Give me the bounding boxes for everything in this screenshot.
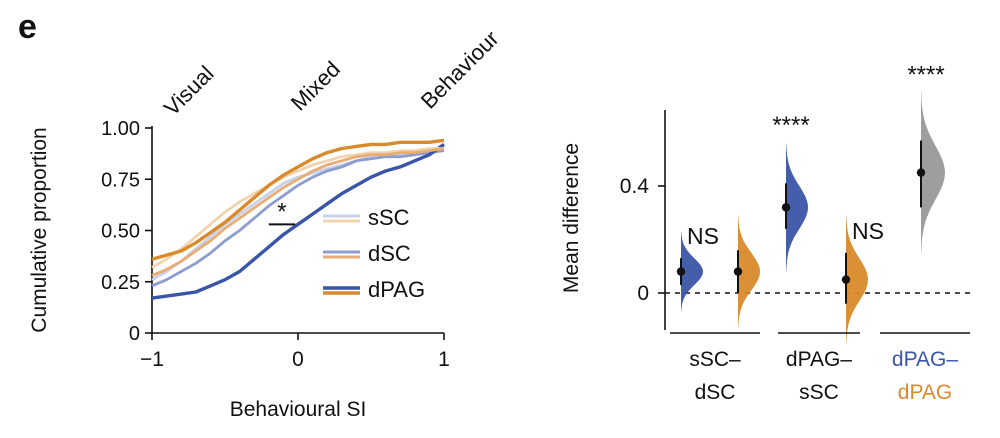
mean-point: [841, 275, 851, 284]
distribution-orange-3: [846, 215, 868, 344]
comparison-label-bottom: dPAG: [898, 381, 952, 404]
y-tick-label: 0.4: [620, 175, 650, 198]
mean-point: [733, 267, 743, 276]
y-tick-label: 1.00: [101, 118, 140, 140]
y-tick-label: 0.25: [101, 272, 140, 294]
comparison-label-top: dPAG–: [786, 348, 852, 371]
line-orange-dsc: [151, 147, 445, 277]
significance-ns: NS: [687, 223, 719, 249]
legend-label-dpag: dPAG: [368, 277, 425, 302]
top-label-behaviour: Behaviour: [416, 26, 504, 114]
distribution-orange-1: [738, 215, 760, 328]
x-tick-label: 0: [292, 348, 304, 371]
significance-stars: ****: [772, 112, 809, 139]
mean-point: [916, 168, 926, 177]
y-tick-label: 0.50: [101, 221, 140, 243]
line-orange-dpag: [151, 138, 445, 261]
top-label-visual: Visual: [159, 61, 219, 121]
significance-star: *: [277, 198, 286, 225]
estimation-chart: 0 0.4 NS **** NS **** sSC– dSC dPAG– sSC dPAG– dP…: [560, 61, 975, 404]
x-tick-label: −1: [140, 348, 164, 371]
cumulative-chart: Visual Mixed Behaviour 0 0.25 0.50 0.75 1.00 −1…: [28, 26, 504, 421]
comparison-label-bottom: sSC: [799, 381, 839, 404]
y-tick-label: 0.75: [101, 169, 140, 191]
comparison-label-top: dPAG–: [892, 348, 958, 371]
mean-point: [676, 267, 686, 276]
distribution-blue-0: [681, 231, 703, 312]
mean-point: [781, 203, 791, 212]
significance-stars: ****: [907, 61, 944, 88]
x-axis-label: Behavioural SI: [230, 398, 367, 421]
line-blue-dpag: [151, 143, 445, 300]
x-tick-label: 1: [438, 348, 450, 371]
line-orange-ssc: [151, 147, 444, 269]
comparison-label-top: sSC–: [689, 348, 741, 371]
mean-difference-axis-label: Mean difference: [560, 143, 583, 293]
y-axis-label: Cumulative proportion: [28, 127, 51, 332]
legend-label-ssc: sSC: [368, 205, 410, 230]
significance-ns: NS: [852, 218, 884, 244]
comparison-label-bottom: dSC: [695, 381, 736, 404]
distribution-grey-4: [921, 92, 945, 253]
top-label-mixed: Mixed: [286, 56, 345, 115]
panel-label: e: [18, 8, 37, 46]
distribution-blue-2: [786, 143, 808, 272]
y-tick-label: 0: [637, 282, 649, 305]
line-blue-dsc: [151, 149, 445, 288]
y-tick-label: 0: [129, 323, 140, 345]
legend-label-dsc: dSC: [368, 241, 411, 266]
